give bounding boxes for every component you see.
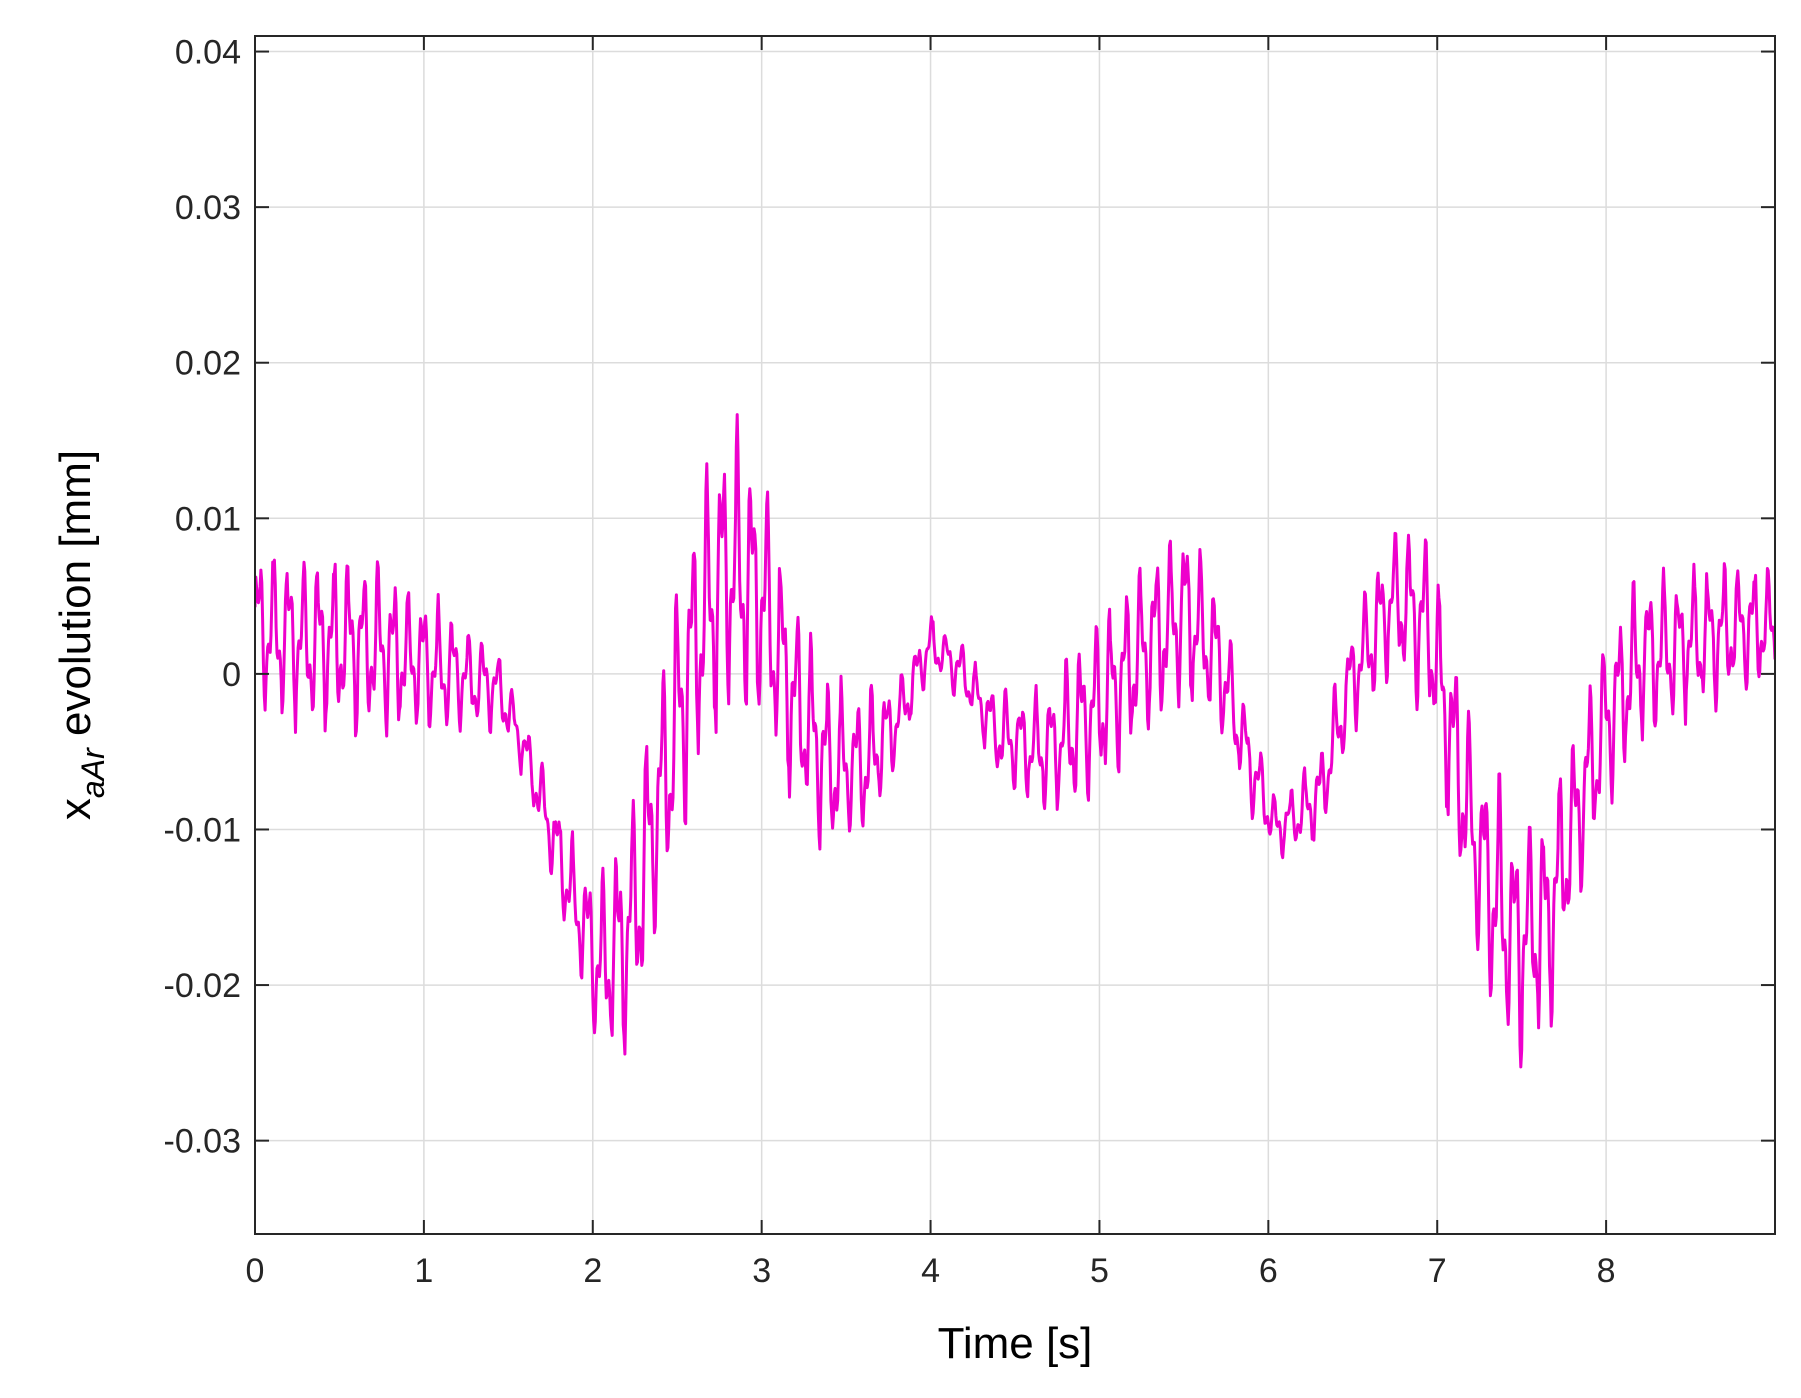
- y-tick-label: 0.02: [175, 345, 241, 383]
- series-line: [255, 413, 1775, 1069]
- y-axis-label-main: x: [51, 798, 100, 820]
- y-tick-labels: -0.03 -0.02 -0.01 0 0.01 0.02 0.03 0.04: [164, 34, 242, 1161]
- y-axis-label-sub: aAr: [75, 747, 111, 798]
- x-tick-labels: 0 1 2 3 4 5 6 7 8: [246, 1252, 1616, 1290]
- x-tick-label: 8: [1597, 1252, 1616, 1290]
- x-tick-label: 6: [1259, 1252, 1278, 1290]
- x-tick-label: 7: [1428, 1252, 1447, 1290]
- y-tick-label: 0.01: [175, 500, 241, 538]
- y-tick-label: 0.04: [175, 34, 241, 72]
- x-axis-label: Time [s]: [938, 1319, 1093, 1368]
- x-tick-label: 3: [752, 1252, 771, 1290]
- grid: [254, 36, 1775, 1234]
- y-axis-label: xaAr evolution [mm]: [51, 450, 111, 820]
- plot-frame: [254, 35, 1776, 1235]
- y-tick-label: 0: [222, 656, 241, 694]
- y-tick-label: -0.02: [164, 967, 242, 1005]
- x-tick-label: 5: [1090, 1252, 1109, 1290]
- y-tick-label: -0.03: [164, 1123, 242, 1161]
- ticks: [254, 36, 1775, 1234]
- y-tick-label: -0.01: [164, 811, 242, 849]
- y-axis-label-rest: evolution [mm]: [51, 450, 100, 748]
- x-tick-label: 2: [583, 1252, 602, 1290]
- x-tick-label: 4: [921, 1252, 940, 1290]
- x-tick-label: 1: [414, 1252, 433, 1290]
- plot-area-background: [255, 36, 1775, 1234]
- y-tick-label: 0.03: [175, 189, 241, 227]
- x-tick-label: 0: [246, 1252, 265, 1290]
